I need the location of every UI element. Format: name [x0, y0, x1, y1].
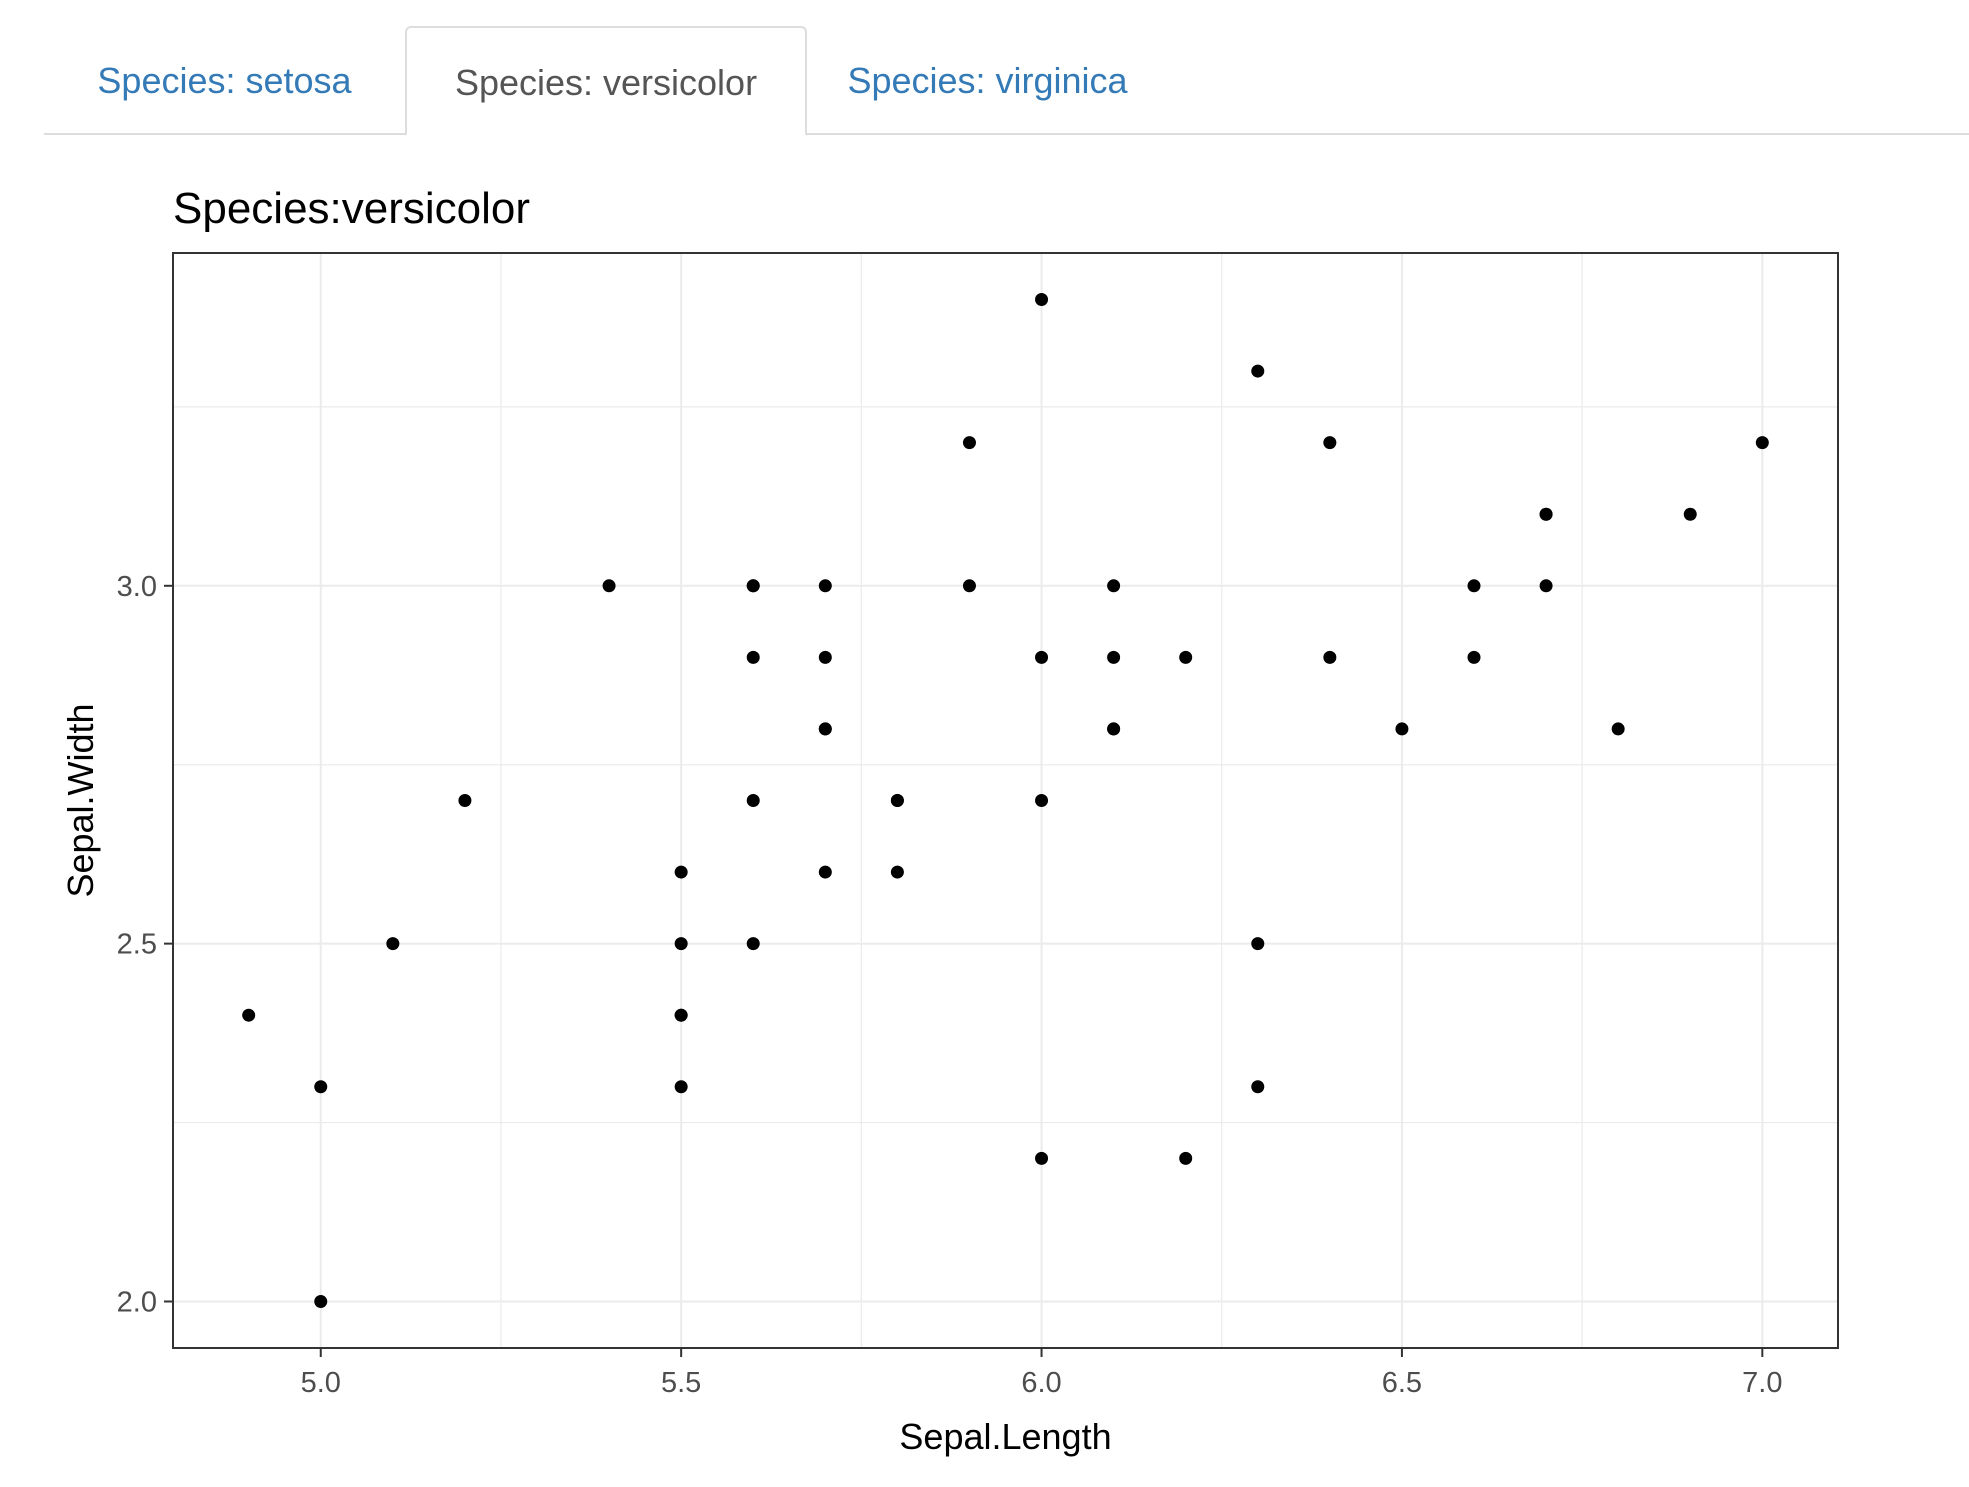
data-point: [818, 650, 832, 664]
data-point: [386, 937, 400, 951]
data-point: [746, 650, 760, 664]
data-point: [1323, 650, 1337, 664]
data-point: [458, 794, 472, 807]
data-point: [1107, 579, 1121, 593]
data-point: [314, 1294, 328, 1308]
y-axis: 2.0 2.5 3.0: [117, 571, 173, 1318]
data-point: [1539, 579, 1553, 593]
data-point: [1683, 507, 1697, 521]
data-point: [746, 937, 760, 951]
data-point: [1251, 937, 1265, 951]
data-points: [242, 293, 1769, 1308]
x-tick-label: 7.0: [1742, 1367, 1782, 1399]
data-point: [1467, 650, 1481, 664]
plot-panel: [172, 252, 1839, 1349]
tab-species-versicolor[interactable]: Species: versicolor: [405, 26, 807, 136]
data-point: [602, 579, 616, 593]
y-tick-label: 2.5: [117, 929, 157, 961]
y-tick-label: 3.0: [117, 571, 157, 603]
panel-border: [172, 252, 1839, 1349]
data-point: [1035, 293, 1049, 307]
data-point: [242, 1008, 256, 1022]
data-point: [1107, 722, 1121, 736]
data-point: [1323, 436, 1337, 450]
data-point: [1395, 722, 1409, 736]
data-point: [746, 794, 760, 807]
y-axis-title: Sepal.Width: [60, 703, 101, 897]
x-axis-title: Sepal.Length: [899, 1416, 1111, 1457]
data-point: [890, 794, 904, 807]
data-point: [962, 436, 976, 450]
data-point: [1107, 650, 1121, 664]
data-point: [314, 1080, 328, 1094]
data-point: [818, 579, 832, 593]
panel-background: [173, 253, 1838, 1348]
data-point: [1755, 436, 1769, 450]
x-tick-label: 6.5: [1382, 1367, 1422, 1399]
data-point: [818, 722, 832, 736]
tab-species-virginica[interactable]: Species: virginica: [847, 60, 1128, 101]
data-point: [746, 579, 760, 593]
data-point: [1611, 722, 1625, 736]
data-point: [1539, 507, 1553, 521]
chart-title: Species:versicolor: [173, 184, 530, 233]
data-point: [1035, 650, 1049, 664]
x-tick-label: 5.5: [661, 1367, 701, 1399]
data-point: [674, 937, 688, 951]
y-tick-label: 2.0: [117, 1286, 157, 1318]
x-axis: 5.0 5.5 6.0 6.5 7.0: [301, 1348, 1782, 1399]
data-point: [818, 865, 832, 879]
minor-gridlines: [173, 253, 1838, 1348]
data-point: [1467, 579, 1481, 593]
data-point: [1179, 1151, 1193, 1165]
data-point: [962, 579, 976, 593]
data-point: [1179, 650, 1193, 664]
tab-bar: Species: setosa Species: versicolor Spec…: [44, 26, 1969, 136]
data-point: [1035, 794, 1049, 807]
data-point: [1251, 364, 1265, 378]
data-point: [674, 1080, 688, 1094]
data-point: [674, 1008, 688, 1022]
x-tick-label: 5.0: [301, 1367, 341, 1399]
tab-species-setosa[interactable]: Species: setosa: [97, 60, 352, 101]
x-tick-label: 6.0: [1021, 1367, 1061, 1399]
data-point: [1035, 1151, 1049, 1165]
data-point: [890, 865, 904, 879]
data-point: [1251, 1080, 1265, 1094]
data-point: [674, 865, 688, 879]
